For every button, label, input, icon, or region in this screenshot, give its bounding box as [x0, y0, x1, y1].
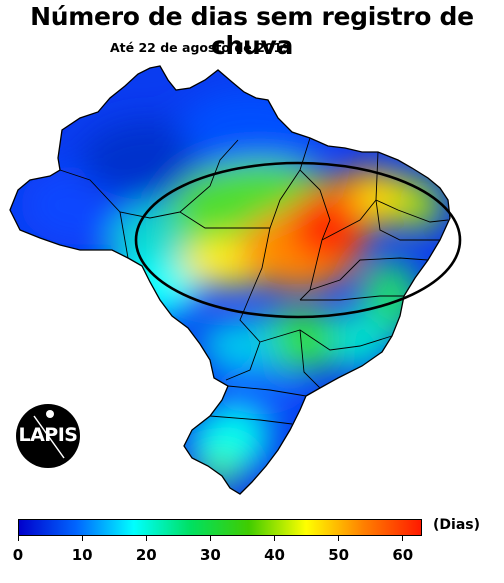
brazil-map	[9, 65, 462, 495]
legend-tick-mark	[17, 536, 19, 541]
legend-tick-label: 60	[392, 546, 414, 564]
legend-unit: (Dias)	[433, 517, 480, 533]
legend-tick-label: 50	[328, 546, 350, 564]
legend-tick-mark	[81, 536, 83, 541]
legend-tick-mark	[145, 536, 147, 541]
highlight-ellipse	[134, 161, 462, 319]
page-title: Número de dias sem registro de chuva	[30, 2, 474, 60]
legend-tick-label: 30	[199, 546, 221, 564]
legend-tick-label: 0	[12, 546, 24, 564]
date-subtitle: Até 22 de agosto de 2019	[110, 40, 291, 55]
legend-tick-mark	[402, 536, 404, 541]
color-scale-bar	[18, 519, 422, 536]
legend-tick-mark	[274, 536, 275, 541]
legend-tick-mark	[209, 536, 211, 541]
lapis-logo-mark	[16, 404, 80, 468]
legend-tick-label: 10	[71, 546, 93, 564]
lapis-logo-text: LAPIS	[18, 424, 79, 446]
legend-tick-label: 20	[135, 546, 157, 564]
legend-tick-mark	[338, 536, 340, 541]
lapis-logo: LAPIS	[14, 402, 82, 470]
legend-tick-label: 40	[264, 546, 285, 564]
